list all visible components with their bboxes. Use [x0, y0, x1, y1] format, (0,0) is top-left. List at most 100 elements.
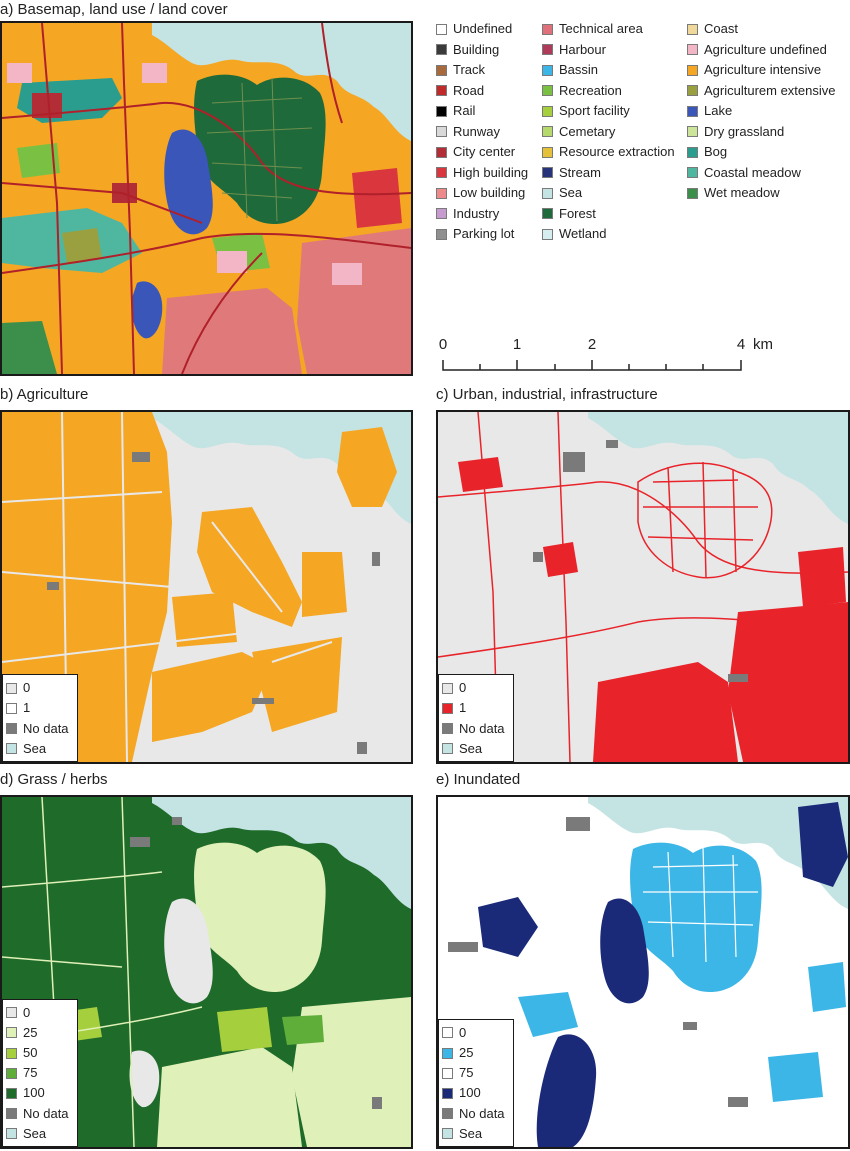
landcover-legend-item: High building	[436, 163, 528, 184]
legend-swatch	[436, 146, 447, 158]
scale-bar: 0 1 2 4 km	[437, 336, 773, 376]
legend-label: Agriculture intensive	[704, 62, 822, 77]
legend-label: 1	[459, 700, 467, 716]
landcover-legend-item: Agriculturem extensive	[687, 81, 836, 102]
legend-swatch	[436, 105, 447, 117]
legend-label: Agriculturem extensive	[704, 82, 836, 98]
landcover-legend-item: Forest	[542, 204, 675, 225]
legend-swatch	[442, 682, 453, 694]
legend-label: 100	[23, 1085, 45, 1101]
landcover-legend-col-1: Undefined Building Track Road Rail Runway City…	[436, 19, 528, 245]
grass-legend: 0 25 50 75 100 No data Sea	[2, 998, 78, 1147]
legend-swatch	[6, 1027, 17, 1039]
legend-label: 0	[23, 680, 31, 696]
legend-swatch	[6, 743, 17, 755]
landcover-legend-item: Agriculture intensive	[687, 60, 836, 81]
legend-label: 1	[23, 700, 31, 716]
legend-label: Building	[453, 41, 500, 57]
landcover-legend-item: Parking lot	[436, 224, 528, 245]
urban-map-canvas	[438, 412, 848, 762]
landcover-legend-item: Runway	[436, 122, 528, 143]
legend-label: Agriculture undefined	[704, 41, 827, 57]
inundated-legend-item: Sea	[442, 1124, 505, 1144]
legend-swatch	[442, 723, 453, 735]
legend-swatch	[687, 126, 698, 138]
legend-label: Bassin	[559, 62, 599, 77]
urban-legend-item: 0	[442, 678, 505, 698]
scale-tick-0: 0	[438, 336, 448, 353]
agriculture-legend-item: 1	[6, 698, 69, 718]
legend-label: Bog	[704, 144, 728, 159]
legend-label: Technical area	[559, 21, 643, 36]
legend-label: Runway	[453, 123, 500, 139]
legend-label: Recreation	[559, 82, 622, 98]
inundated-legend: 0 25 75 100 No data Sea	[438, 1018, 514, 1147]
legend-label: Low building	[453, 185, 526, 200]
legend-swatch	[6, 702, 17, 714]
landcover-legend-item: Undefined	[436, 19, 528, 40]
legend-label: Undefined	[453, 21, 513, 36]
inundated-legend-item: 100	[442, 1083, 505, 1103]
legend-label: Track	[453, 62, 486, 77]
legend-label: Rail	[453, 103, 476, 118]
inundated-legend-item: 0	[442, 1023, 505, 1043]
legend-label: 100	[459, 1085, 481, 1101]
urban-legend-item: Sea	[442, 739, 505, 759]
legend-label: Resource extraction	[559, 144, 675, 159]
agriculture-legend-item: No data	[6, 719, 69, 739]
legend-swatch	[542, 85, 553, 97]
legend-label: Sea	[23, 740, 47, 756]
panel-d-title: d) Grass / herbs	[0, 771, 108, 788]
legend-label: High building	[453, 164, 529, 180]
legend-swatch	[542, 105, 553, 117]
legend-swatch	[442, 1067, 453, 1079]
legend-label: Harbour	[559, 41, 606, 57]
legend-label: Road	[453, 82, 485, 98]
landcover-legend-item: Bassin	[542, 60, 675, 81]
panel-a-title: a) Basemap, land use / land cover	[0, 1, 228, 18]
scale-tick-2: 2	[587, 336, 597, 353]
inundated-legend-item: No data	[442, 1104, 505, 1124]
landcover-legend-col-2: Technical area Harbour Bassin Recreation Spo…	[542, 19, 675, 245]
legend-swatch	[542, 44, 553, 56]
legend-swatch	[6, 1087, 17, 1099]
legend-swatch	[542, 126, 553, 138]
legend-label: Sport facility	[559, 103, 630, 118]
landcover-legend-item: Cemetary	[542, 122, 675, 143]
inundated-legend-item: 25	[442, 1043, 505, 1063]
landcover-legend-col-3: Coast Agriculture undefined Agriculture in…	[687, 19, 836, 204]
grass-legend-item: No data	[6, 1104, 69, 1124]
urban-legend-item: No data	[442, 719, 505, 739]
scale-bar-line	[442, 360, 742, 371]
landcover-legend-item: Rail	[436, 101, 528, 122]
urban-legend-item: 1	[442, 698, 505, 718]
legend-label: Wet meadow	[704, 185, 780, 200]
inundated-map[interactable]: 0 25 75 100 No data Sea	[436, 795, 850, 1149]
urban-map[interactable]: 0 1 No data Sea	[436, 410, 850, 764]
legend-label: 50	[23, 1044, 38, 1060]
legend-label: Cemetary	[559, 123, 616, 139]
legend-swatch	[6, 723, 17, 735]
legend-swatch	[542, 23, 553, 35]
legend-label: Parking lot	[453, 226, 515, 241]
legend-label: 25	[23, 1024, 38, 1040]
legend-swatch	[687, 187, 698, 199]
grass-legend-item: 75	[6, 1063, 69, 1083]
legend-swatch	[687, 146, 698, 158]
legend-label: 0	[23, 1004, 31, 1020]
inundated-legend-item: 75	[442, 1063, 505, 1083]
landcover-legend-item: Coastal meadow	[687, 163, 836, 184]
landcover-map[interactable]	[0, 21, 413, 376]
panel-b-title: b) Agriculture	[0, 386, 89, 403]
urban-legend: 0 1 No data Sea	[438, 674, 514, 762]
legend-label: Dry grassland	[704, 123, 785, 139]
legend-label: Lake	[704, 103, 733, 118]
landcover-legend-item: Sea	[542, 183, 675, 204]
grass-map[interactable]: 0 25 50 75 100 No data Sea	[0, 795, 413, 1149]
landcover-legend-item: Lake	[687, 101, 836, 122]
legend-label: No data	[459, 1105, 505, 1121]
landcover-legend-item: Sport facility	[542, 101, 675, 122]
landcover-legend-item: Low building	[436, 183, 528, 204]
legend-label: Sea	[459, 740, 483, 756]
agriculture-map[interactable]: 0 1 No data Sea	[0, 410, 413, 764]
